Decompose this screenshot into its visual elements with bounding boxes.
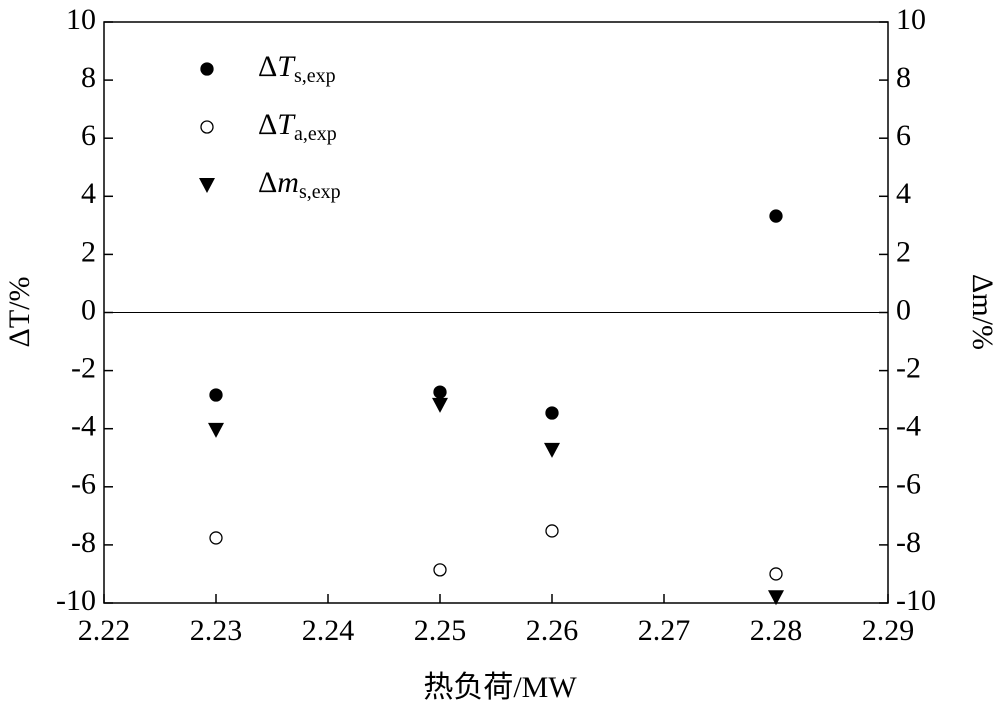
marker-circle xyxy=(769,209,783,223)
legend-delta: Δ xyxy=(258,166,277,199)
y2-tick-label: 4 xyxy=(896,177,911,210)
legend-symbol: m xyxy=(277,166,299,199)
x-tick-label: 2.23 xyxy=(190,614,243,647)
legend-label: Δms,exp xyxy=(258,166,341,203)
x-tick-label: 2.22 xyxy=(78,614,131,647)
legend-subscript: s,exp xyxy=(294,65,336,87)
marker-circle xyxy=(200,120,214,134)
x-tick-label: 2.26 xyxy=(526,614,579,647)
x-tick-label: 2.29 xyxy=(862,614,915,647)
marker-triangle xyxy=(199,178,215,193)
x-tick-label: 2.28 xyxy=(750,614,803,647)
y2-tick-label: -10 xyxy=(896,584,936,617)
y2-tick-label: 0 xyxy=(896,293,911,326)
marker-circle xyxy=(545,406,559,420)
legend-delta: Δ xyxy=(258,50,277,83)
y2-tick-label: 2 xyxy=(896,235,911,268)
y-axis-label: ΔT/% xyxy=(3,277,36,348)
marker-circle xyxy=(545,524,559,538)
y-tick-label: 0 xyxy=(81,293,96,326)
legend-symbol: T xyxy=(277,108,296,141)
legend-symbol: T xyxy=(277,50,296,83)
marker-circle xyxy=(209,388,223,402)
y2-tick-label: 6 xyxy=(896,119,911,152)
x-tick-label: 2.25 xyxy=(414,614,467,647)
y2-tick-label: -2 xyxy=(896,351,921,384)
x-tick-label: 2.27 xyxy=(638,614,691,647)
y-tick-label: 2 xyxy=(81,235,96,268)
legend-label: ΔTa,exp xyxy=(258,108,337,145)
y-tick-label: -6 xyxy=(71,468,96,501)
x-axis-label: 热负荷/MW xyxy=(423,671,577,704)
y2-tick-label: -6 xyxy=(896,468,921,501)
legend-subscript: a,exp xyxy=(294,123,337,145)
y2-tick-label: -4 xyxy=(896,410,921,443)
y-tick-label: -8 xyxy=(71,526,96,559)
marker-circle xyxy=(433,563,447,577)
marker-triangle xyxy=(208,422,224,438)
y-tick-label: 10 xyxy=(66,3,96,36)
y2-tick-label: -8 xyxy=(896,526,921,559)
y-tick-label: 8 xyxy=(81,61,96,94)
y-tick-label: 4 xyxy=(81,177,96,210)
marker-triangle xyxy=(768,590,784,606)
marker-circle xyxy=(769,567,783,581)
marker-circle xyxy=(433,385,447,399)
y2-tick-label: 10 xyxy=(896,3,926,36)
y-tick-label: -2 xyxy=(71,351,96,384)
legend-label: ΔTs,exp xyxy=(258,50,336,87)
marker-circle xyxy=(209,531,223,545)
y-tick-label: -10 xyxy=(56,584,96,617)
legend-delta: Δ xyxy=(258,108,277,141)
legend-subscript: s,exp xyxy=(299,181,341,203)
y-tick-label: 6 xyxy=(81,119,96,152)
marker-triangle xyxy=(544,442,560,458)
y2-tick-label: 8 xyxy=(896,61,911,94)
x-tick-label: 2.24 xyxy=(302,614,355,647)
y2-axis-label: Δm/% xyxy=(966,274,999,350)
marker-triangle xyxy=(432,397,448,413)
y-tick-label: -4 xyxy=(71,410,96,443)
marker-circle xyxy=(200,62,214,76)
